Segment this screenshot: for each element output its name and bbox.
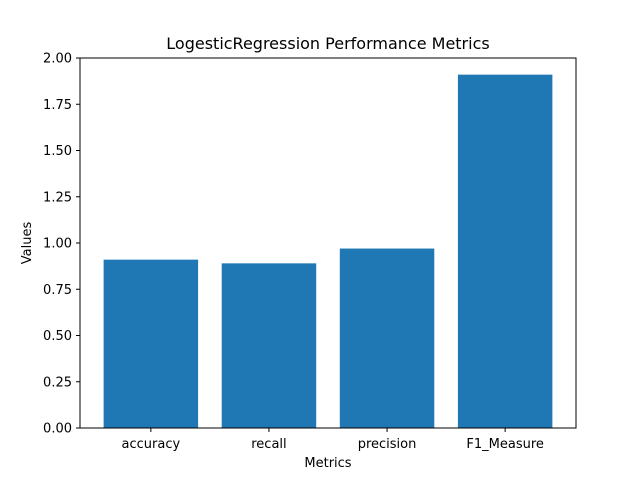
bar-f1-measure [457,74,553,429]
y-tick-label: 0.00 [43,422,72,437]
x-tick-label: precision [358,437,417,452]
bar-accuracy [103,259,199,428]
y-tick-label: 1.00 [43,237,72,252]
x-axis-label: Metrics [304,456,351,471]
y-tick-label: 0.75 [43,283,72,298]
y-tick-label: 1.75 [43,98,72,113]
y-axis-ticks: 0.00 0.25 0.50 0.75 1.00 1.25 1.50 1.75 2.00 [43,52,80,437]
bar-recall [221,263,317,428]
y-tick-label: 0.25 [43,375,72,390]
y-tick-label: 1.25 [43,190,72,205]
x-tick-label: F1_Measure [466,437,544,452]
x-axis-ticks: accuracy recall precision F1_Measure [122,428,544,452]
y-tick-label: 2.00 [43,52,72,67]
x-tick-label: accuracy [122,437,181,452]
bars-group [103,74,553,429]
bar-precision [339,248,435,428]
y-tick-label: 1.50 [43,144,72,159]
y-axis-label: Values [20,222,35,265]
x-tick-label: recall [251,437,286,452]
chart-title: LogesticRegression Performance Metrics [166,34,489,53]
y-tick-label: 0.50 [43,329,72,344]
